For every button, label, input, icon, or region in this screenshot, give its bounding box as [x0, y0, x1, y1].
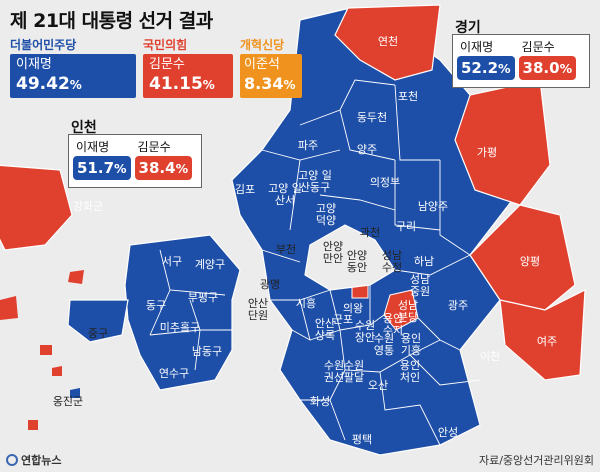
- party-name: 더불어민주당: [10, 38, 77, 52]
- district-label: 의정부: [369, 176, 401, 189]
- district-label: 수원 팔달: [343, 359, 365, 384]
- credit: 연합뉴스: [6, 452, 61, 468]
- credit-text: 연합뉴스: [21, 454, 62, 467]
- district-label: 파주: [297, 139, 319, 152]
- page-title: 제 21대 대통령 선거 결과: [10, 10, 213, 32]
- source-note: 자료/중앙선거관리위원회: [478, 454, 594, 467]
- candidate-name: 김문수: [137, 140, 171, 154]
- district-label: 성남 수정: [381, 249, 403, 274]
- district-label: 광주: [447, 299, 469, 312]
- candidate-box: 이재명 49.42%: [10, 54, 136, 98]
- candidate-name: 이준석: [244, 57, 280, 72]
- candidate-pct: 49.42%: [16, 74, 82, 94]
- district-label: 이천: [479, 350, 501, 363]
- district-label: 성남 분당: [397, 299, 419, 324]
- district-label: 미추홀구: [159, 321, 201, 334]
- district-label: 동두천: [356, 111, 388, 124]
- island-6: [28, 420, 38, 430]
- district-label: 안산 단원: [247, 297, 269, 322]
- district-label: 안성: [437, 426, 459, 439]
- candidate-name: 이재명: [16, 57, 52, 72]
- candidate-name: 이재명: [76, 140, 110, 154]
- district-label: 용인 수지: [382, 312, 404, 337]
- district-label: 중구: [87, 327, 109, 340]
- region-name: 경기: [455, 20, 481, 36]
- region-name: 인천: [71, 120, 97, 136]
- region-shape-yeoncheon: [334, 4, 441, 81]
- district-label: 수원 영통: [373, 332, 395, 357]
- district-label: 고양 덕양: [315, 202, 337, 227]
- district-label: 남동구: [191, 345, 223, 358]
- candidate-box: 이준석 8.34%: [240, 54, 302, 98]
- candidate-name: 이재명: [460, 40, 494, 54]
- district-label: 평택: [351, 433, 373, 446]
- candidate-box: 김문수 41.15%: [143, 54, 233, 98]
- candidate-pct: 51.7%: [73, 156, 131, 180]
- district-label: 여주: [536, 335, 558, 348]
- district-label: 구리: [395, 220, 417, 233]
- district-label: 안양 동안: [346, 249, 368, 274]
- district-label: 양주: [356, 143, 378, 156]
- district-label: 양평: [519, 255, 541, 268]
- district-label: 과천: [359, 226, 381, 239]
- incheon-result-box: 인천 이재명 51.7% 김문수 38.4%: [68, 120, 202, 188]
- seoul-area: [304, 224, 396, 291]
- national-candidate-lee: 더불어민주당 이재명 49.42%: [10, 38, 136, 98]
- candidate-name: 김문수: [149, 57, 185, 72]
- district-label: 안산 상록: [314, 317, 336, 342]
- district-label: 군포: [332, 313, 354, 326]
- district-label: 성남 중원: [409, 273, 431, 298]
- island-2: [0, 296, 18, 320]
- district-label: 안양 만안: [322, 240, 344, 265]
- district-label: 부평구: [187, 291, 219, 304]
- region-shape-ganghwa: [0, 164, 73, 251]
- region-shape-bundang: [383, 289, 419, 331]
- candidate-pct: 41.15%: [149, 74, 215, 94]
- district-label: 고양 일산동구: [298, 169, 332, 194]
- district-label: 의왕: [342, 302, 364, 315]
- region-shape-junggu-island: [67, 299, 129, 343]
- district-label: 연천: [377, 35, 399, 48]
- national-candidate-lee-js: 개혁신당 이준석 8.34%: [240, 38, 302, 98]
- candidate-pct: 38.4%: [134, 156, 193, 180]
- island-3: [40, 345, 52, 355]
- island-1: [68, 270, 84, 284]
- district-label: 남양주: [417, 200, 449, 213]
- yonhap-logo-icon: [6, 454, 18, 466]
- party-name: 국민의힘: [143, 38, 188, 52]
- district-label: 화성: [309, 395, 331, 408]
- district-label: 용인 처인: [399, 359, 421, 384]
- district-label: 하남: [413, 255, 435, 268]
- gyeonggi-result-box: 경기 이재명 52.2% 김문수 38.0%: [452, 20, 590, 88]
- district-label: 가평: [476, 146, 498, 159]
- district-label: 김포: [234, 183, 256, 196]
- district-label: 부천: [275, 243, 297, 256]
- candidate-pct: 8.34%: [244, 74, 296, 93]
- district-label: 옹진군: [52, 395, 84, 408]
- district-label: 광명: [259, 278, 281, 291]
- district-borders: [149, 79, 481, 446]
- district-label: 강화군: [72, 200, 104, 213]
- district-label: 서구: [161, 255, 183, 268]
- candidate-pct: 52.2%: [457, 56, 515, 80]
- district-label: 오산: [367, 379, 389, 392]
- island-5: [52, 366, 62, 376]
- candidate-pct: 38.0%: [518, 56, 577, 80]
- district-label: 고양 일산서: [268, 182, 302, 207]
- national-candidate-kim: 국민의힘 김문수 41.15%: [143, 38, 233, 98]
- district-label: 연수구: [158, 367, 190, 380]
- party-name: 개혁신당: [240, 38, 285, 52]
- district-label: 수원 장안: [354, 319, 376, 344]
- district-label: 시흥: [295, 297, 317, 310]
- district-label: 포천: [397, 90, 419, 103]
- district-label: 동구: [145, 299, 167, 312]
- district-label: 용인 기흥: [400, 332, 422, 357]
- district-label: 수원 권선: [323, 359, 345, 384]
- district-label: 계양구: [194, 258, 226, 271]
- candidate-name: 김문수: [521, 40, 555, 54]
- island-4: [70, 388, 80, 398]
- region-shape-yeoju: [499, 288, 586, 381]
